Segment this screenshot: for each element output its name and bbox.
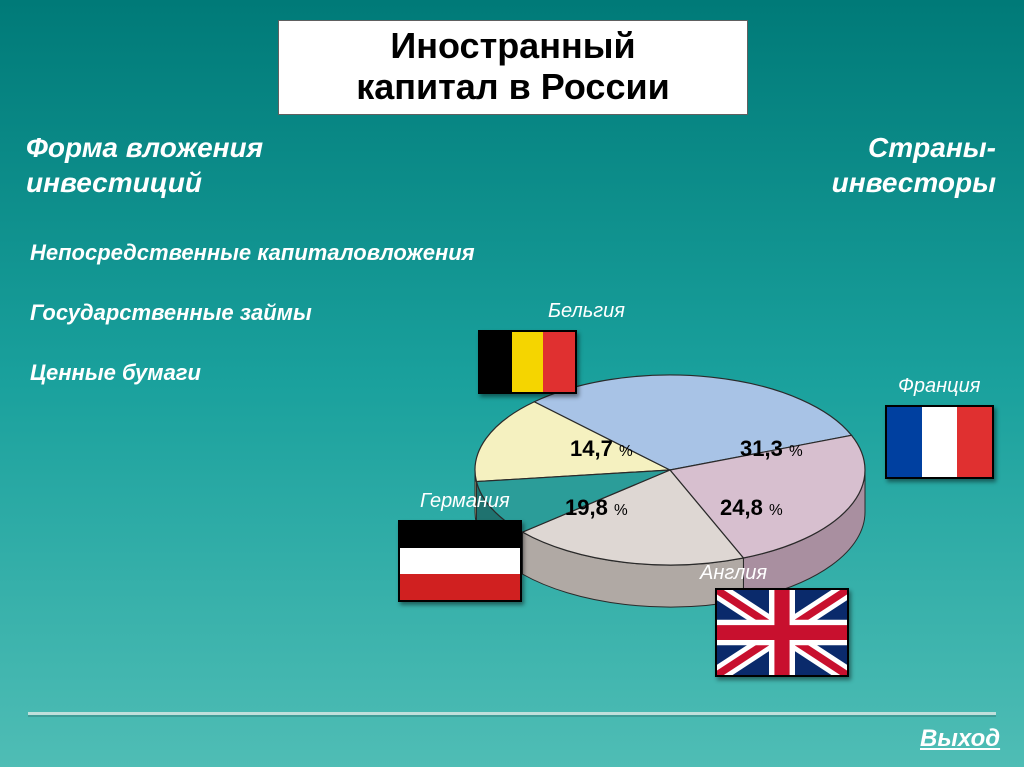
country-label-germany: Германия (420, 490, 510, 513)
pct-label-belgium: 14,7 % (570, 436, 633, 462)
pct-label-england: 24,8 % (720, 495, 783, 521)
flag-france-icon (885, 405, 994, 479)
pct-label-france: 31,3 % (740, 436, 803, 462)
country-label-france: Франция (898, 375, 980, 398)
country-label-england: Англия (700, 562, 767, 585)
pct-label-germany: 19,8 % (565, 495, 628, 521)
flag-uk-icon (715, 588, 849, 677)
flag-germany-empire-icon (398, 520, 522, 602)
exit-link[interactable]: Выход (920, 725, 1000, 753)
country-label-belgium: Бельгия (548, 300, 625, 323)
flag-belgium-icon (478, 330, 577, 394)
footer-divider (28, 712, 996, 715)
